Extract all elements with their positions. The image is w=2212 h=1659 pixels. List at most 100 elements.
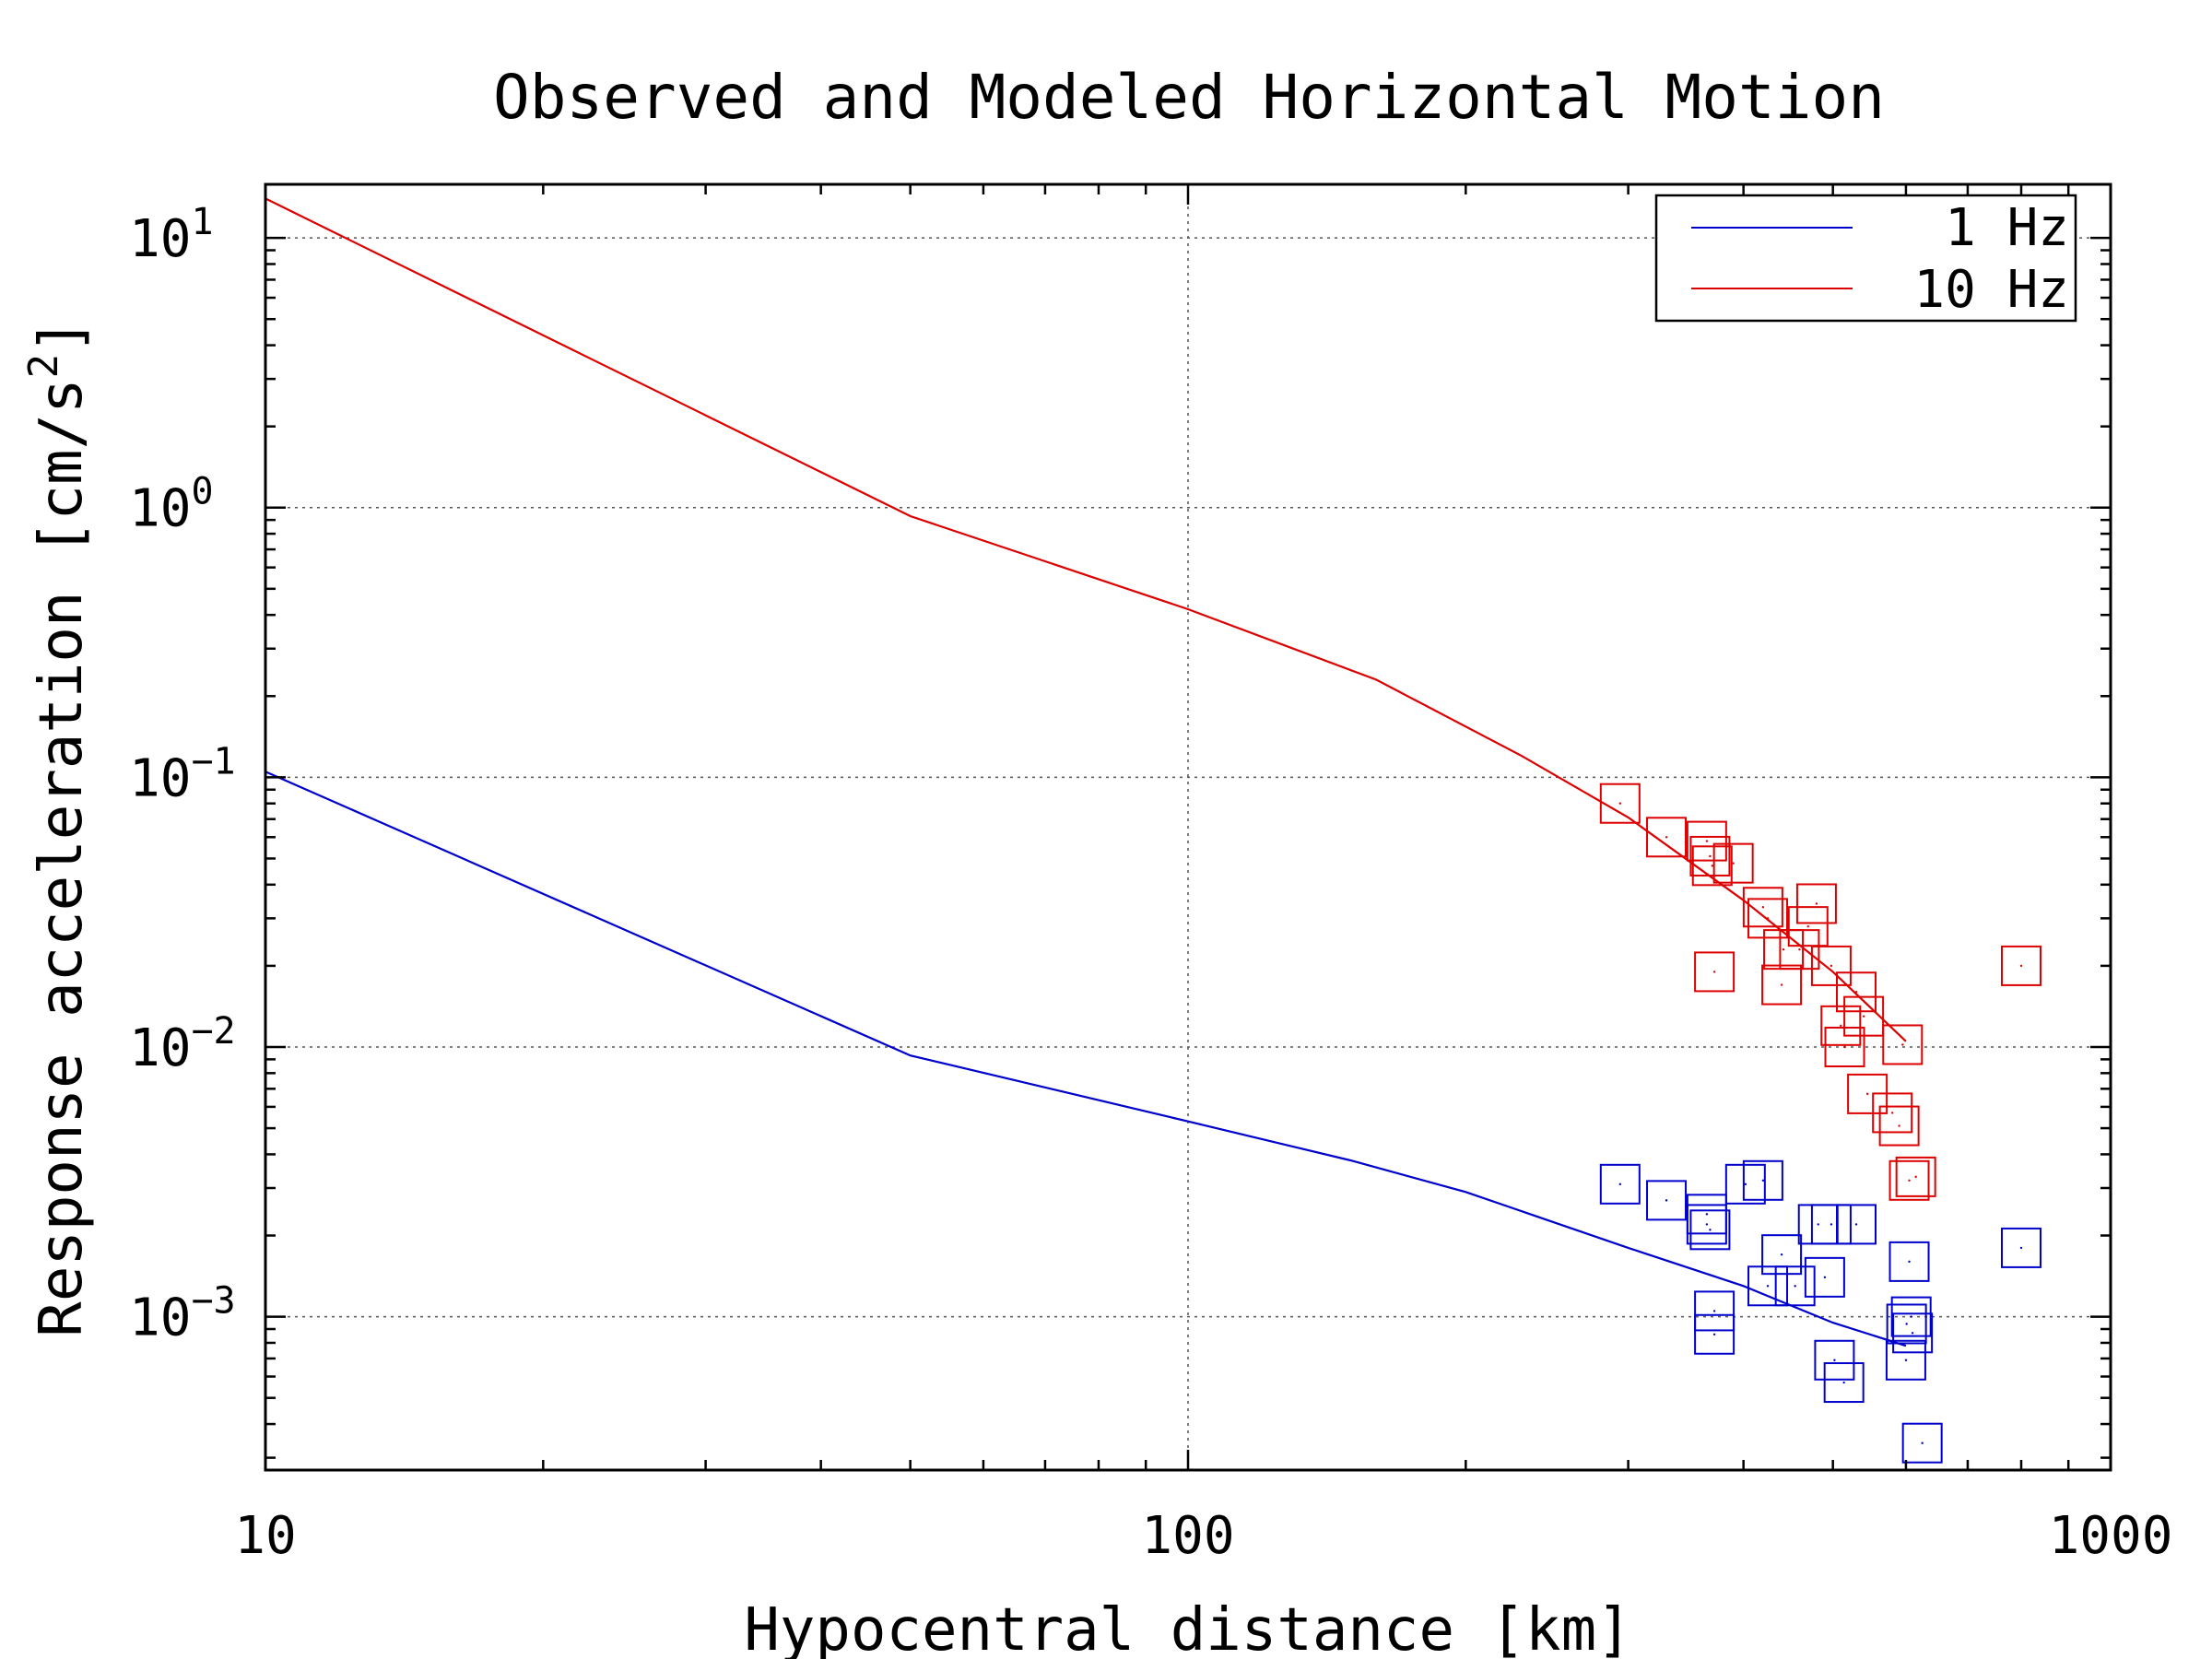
observed-point-center-10hz	[1908, 1179, 1911, 1182]
observed-point-center-10hz	[1806, 924, 1809, 928]
legend-label-1hz: 1 Hz	[1945, 198, 2069, 258]
observed-point-1hz	[1761, 1234, 1803, 1276]
observed-point-1hz	[1599, 1163, 1641, 1205]
observed-point-center-1hz	[1910, 1315, 1912, 1318]
observed-point-center-1hz	[1712, 1333, 1716, 1335]
observed-point-center-10hz	[1782, 947, 1785, 951]
legend-label-10hz: 10 Hz	[1913, 260, 2069, 320]
observed-point-1hz	[1901, 1422, 1943, 1464]
observed-point-1hz	[1774, 1265, 1816, 1307]
observed-point-center-10hz	[1798, 947, 1801, 951]
observed-point-1hz	[1888, 1241, 1930, 1282]
observed-point-center-1hz	[1712, 1310, 1716, 1312]
observed-point-center-1hz	[1908, 1260, 1911, 1264]
y-axis-label: Response acceleration [cm/s2]	[20, 318, 96, 1336]
model-line-10hz	[265, 197, 1907, 1042]
observed-point-center-1hz	[1744, 1182, 1747, 1186]
y-tick-label-exponent: 0	[191, 471, 213, 513]
observed-point-10hz	[1689, 835, 1731, 877]
observed-point-1hz	[1694, 1290, 1735, 1332]
x-axis-label: Hypocentral distance [km]	[744, 1596, 1631, 1659]
observed-point-10hz	[1810, 945, 1852, 986]
observed-point-center-1hz	[1665, 1199, 1668, 1202]
observed-point-1hz	[1886, 1303, 1927, 1345]
observed-point-center-1hz	[2019, 1246, 2023, 1250]
observed-point-center-10hz	[1830, 964, 1833, 968]
observed-point-center-10hz	[1766, 917, 1770, 920]
observed-point-center-10hz	[1840, 1024, 1842, 1028]
observed-point-center-10hz	[1712, 971, 1716, 973]
y-tick-label-exponent: −2	[191, 1010, 235, 1053]
observed-point-10hz	[1872, 1092, 1913, 1134]
observed-point-center-10hz	[1898, 1124, 1900, 1127]
observed-point-10hz	[1878, 1105, 1920, 1147]
observed-point-center-1hz	[1904, 1359, 1908, 1361]
observed-point-10hz	[1599, 782, 1641, 824]
observed-point-center-1hz	[1780, 1253, 1783, 1256]
legend-box	[1654, 194, 2077, 323]
observed-point-center-1hz	[1761, 1179, 1765, 1182]
observed-point-10hz	[1787, 906, 1829, 947]
y-tick-label: 10−1	[129, 740, 236, 808]
observed-point-10hz	[1712, 842, 1754, 884]
observed-point-center-1hz	[1794, 1285, 1796, 1288]
observed-point-center-10hz	[1843, 1045, 1846, 1049]
observed-point-center-10hz	[1761, 906, 1765, 909]
observed-point-1hz	[1694, 1313, 1735, 1355]
observed-point-1hz	[1804, 1256, 1845, 1298]
observed-point-10hz	[1843, 995, 1885, 1037]
y-tick-label-exponent: −1	[191, 740, 235, 782]
observed-point-1hz	[1892, 1312, 1934, 1354]
observed-point-10hz	[1779, 929, 1820, 971]
observed-point-1hz	[1814, 1339, 1855, 1381]
y-tick-label: 101	[129, 201, 214, 269]
observed-point-10hz	[1888, 1159, 1930, 1201]
observed-point-center-10hz	[1618, 802, 1622, 805]
observed-point-1hz	[1646, 1180, 1688, 1221]
observed-point-center-1hz	[1830, 1223, 1833, 1226]
observed-point-10hz	[1742, 887, 1783, 928]
observed-point-center-10hz	[1914, 1175, 1917, 1179]
observed-point-1hz	[1836, 1204, 1877, 1245]
observed-point-center-10hz	[1780, 983, 1783, 986]
observed-point-center-1hz	[1854, 1223, 1858, 1226]
observed-point-10hz	[1694, 951, 1735, 993]
observed-point-1hz	[1747, 1265, 1789, 1307]
observed-point-center-10hz	[1709, 854, 1712, 858]
observed-point-10hz	[1747, 898, 1789, 939]
observed-point-center-1hz	[1833, 1359, 1836, 1361]
observed-point-10hz	[1795, 883, 1837, 924]
observed-point-1hz	[2000, 1227, 2041, 1268]
observed-point-1hz	[1890, 1296, 1932, 1337]
observed-point-center-10hz	[1815, 902, 1818, 905]
observed-point-1hz	[1823, 1362, 1865, 1404]
observed-point-center-1hz	[1618, 1182, 1622, 1186]
observed-point-center-1hz	[1705, 1213, 1709, 1216]
y-tick-label-base: 10	[129, 479, 191, 539]
x-tick-label: 100	[1141, 1506, 1234, 1566]
y-axis-label-main: Response acceleration [cm/s	[28, 378, 96, 1336]
observed-point-center-1hz	[1911, 1332, 1914, 1335]
observed-point-10hz	[1686, 820, 1727, 862]
y-tick-label: 10−3	[129, 1280, 236, 1348]
observed-point-center-10hz	[1711, 865, 1713, 867]
observed-point-10hz	[1820, 1005, 1862, 1046]
observed-point-center-1hz	[1766, 1285, 1770, 1288]
y-tick-label-base: 10	[129, 1018, 191, 1078]
y-tick-label: 100	[129, 471, 214, 539]
y-axis-label-exponent: 2	[20, 354, 67, 379]
model-line-1hz	[265, 771, 1907, 1347]
observed-point-center-10hz	[1890, 1112, 1894, 1114]
observed-point-center-10hz	[1865, 1092, 1869, 1096]
y-axis-label-tail: ]	[28, 318, 96, 354]
observed-point-center-10hz	[1862, 1015, 1865, 1018]
y-tick-label-base: 10	[129, 1288, 191, 1348]
x-tick-label: 1000	[2049, 1506, 2173, 1566]
observed-point-10hz	[1882, 1024, 1924, 1065]
observed-point-1hz	[1686, 1204, 1727, 1245]
observed-point-1hz	[1885, 1339, 1926, 1381]
observed-point-10hz	[1761, 964, 1803, 1006]
observed-point-10hz	[1836, 971, 1877, 1013]
x-tick-label: 10	[234, 1506, 296, 1566]
